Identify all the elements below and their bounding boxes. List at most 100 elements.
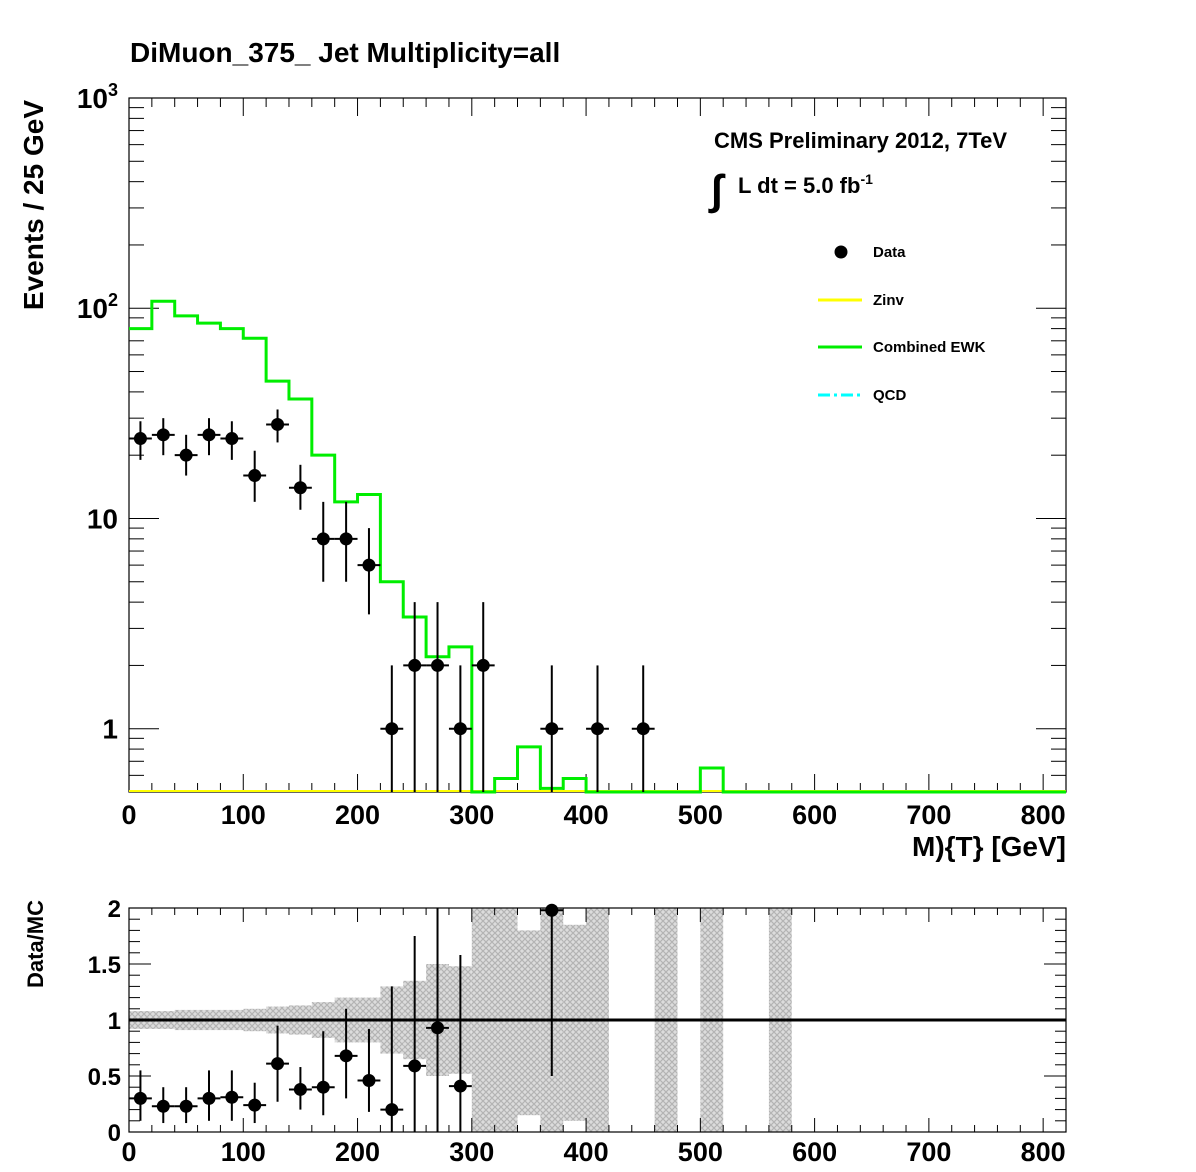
uncertainty-bin	[563, 924, 587, 1121]
data-marker	[453, 722, 467, 736]
ratio-y-tick-label: 1	[108, 1008, 121, 1035]
ratio-marker	[408, 1059, 422, 1073]
data-marker	[156, 428, 170, 442]
data-point	[426, 602, 449, 792]
data-point	[174, 434, 198, 476]
ratio-marker	[385, 1103, 399, 1117]
ratio-point	[334, 1008, 358, 1099]
ratio-marker	[133, 1091, 147, 1105]
ratio-x-tick-label: 0	[121, 1137, 136, 1167]
data-marker	[202, 428, 216, 442]
ratio-marker	[431, 1021, 445, 1035]
ratio-panel: 0 100 200 300 400 500 600 700 800 0 0.5 1 1.5 2 Data/…	[23, 896, 1067, 1167]
experiment-label: CMS Preliminary 2012, 7TeV	[714, 128, 1007, 153]
chart-title: DiMuon_375_ Jet Multiplicity=all	[130, 37, 560, 68]
x-tick-label: 800	[1021, 800, 1066, 830]
data-point	[380, 665, 404, 792]
ratio-marker	[179, 1099, 193, 1113]
data-point	[586, 665, 609, 792]
y-tick-label: 10	[87, 503, 118, 534]
ratio-point	[243, 1082, 267, 1124]
data-point	[471, 602, 495, 792]
data-marker	[408, 658, 422, 672]
ratio-marker	[248, 1098, 262, 1112]
ratio-x-tick-label: 100	[221, 1137, 266, 1167]
data-point	[631, 665, 655, 792]
ratio-point	[129, 1070, 152, 1121]
ratio-y-tick-label: 0	[108, 1120, 121, 1147]
legend-entry: Zinv	[818, 292, 904, 309]
data-marker	[591, 722, 604, 736]
data-marker	[385, 722, 399, 736]
ratio-y-tick-label: 1.5	[88, 952, 121, 979]
ratio-marker	[202, 1091, 216, 1105]
x-tick-label: 300	[449, 800, 494, 830]
ratio-point	[403, 936, 427, 1132]
ratio-uncertainty-band	[129, 908, 792, 1132]
ratio-point	[174, 1087, 198, 1124]
data-point	[243, 450, 267, 502]
legend-marker	[834, 245, 848, 259]
data-marker	[271, 417, 285, 431]
ratio-point	[540, 903, 564, 1076]
legend-label: Data	[873, 244, 906, 261]
ratio-y-axis-label: Data/MC	[23, 900, 48, 988]
data-point	[540, 665, 564, 792]
main-panel: DiMuon_375_ Jet Multiplicity=all 0 100 200…	[18, 37, 1067, 862]
main-axes: 0 100 200 300 400 500 600 700 800 1 10 102 103	[77, 80, 1067, 830]
ratio-x-tick-label: 800	[1021, 1137, 1066, 1167]
data-marker	[431, 658, 445, 672]
ratio-marker	[339, 1049, 353, 1063]
legend-label: Combined EWK	[873, 339, 986, 356]
ratio-marker	[293, 1082, 307, 1096]
data-point	[334, 501, 358, 582]
x-tick-label: 500	[678, 800, 723, 830]
ratio-x-tick-label: 400	[564, 1137, 609, 1167]
data-marker	[179, 448, 193, 462]
ratio-point	[426, 908, 449, 1132]
legend-entry: QCD	[818, 387, 907, 404]
data-point	[220, 421, 244, 460]
y-tick-label: 102	[77, 290, 118, 324]
ratio-x-tick-label: 500	[678, 1137, 723, 1167]
ratio-marker	[362, 1073, 376, 1087]
y-tick-label: 103	[77, 80, 118, 114]
data-point	[448, 665, 472, 792]
legend-label: QCD	[873, 387, 907, 404]
data-marker	[293, 481, 307, 495]
legend: Data Zinv Combined EWK QCD	[818, 244, 986, 404]
x-tick-label: 400	[564, 800, 609, 830]
ratio-point	[311, 1031, 335, 1116]
ratio-point	[197, 1070, 221, 1121]
x-tick-label: 200	[335, 800, 380, 830]
ratio-x-tick-label: 600	[792, 1137, 837, 1167]
lumi-label: L dt = 5.0 fb-1	[738, 171, 873, 198]
x-tick-label: 600	[792, 800, 837, 830]
ratio-point	[288, 1067, 312, 1110]
data-point	[197, 418, 221, 456]
ratio-marker	[271, 1057, 285, 1071]
ratio-point	[266, 1025, 289, 1102]
ratio-marker	[316, 1080, 330, 1094]
main-series	[129, 299, 1066, 794]
legend-entry: Combined EWK	[818, 339, 986, 356]
ratio-point	[448, 955, 472, 1132]
ratio-y-tick-label: 0.5	[88, 1064, 121, 1091]
legend-entry: Data	[834, 244, 906, 261]
data-point	[151, 418, 175, 456]
data-marker	[225, 432, 239, 446]
annotation-block: CMS Preliminary 2012, 7TeV ∫ L dt = 5.0 …	[708, 128, 1007, 214]
ratio-x-tick-label: 300	[449, 1137, 494, 1167]
ratio-marker	[453, 1079, 467, 1093]
integral-sign: ∫	[708, 166, 726, 214]
data-marker	[133, 432, 147, 446]
data-marker	[362, 558, 376, 572]
x-tick-label: 700	[906, 800, 951, 830]
ratio-x-tick-label: 700	[906, 1137, 951, 1167]
data-point	[266, 409, 289, 443]
legend-label: Zinv	[873, 292, 904, 309]
combined-ewk-histogram	[129, 299, 1066, 794]
data-point	[403, 602, 427, 792]
data-marker	[545, 722, 559, 736]
